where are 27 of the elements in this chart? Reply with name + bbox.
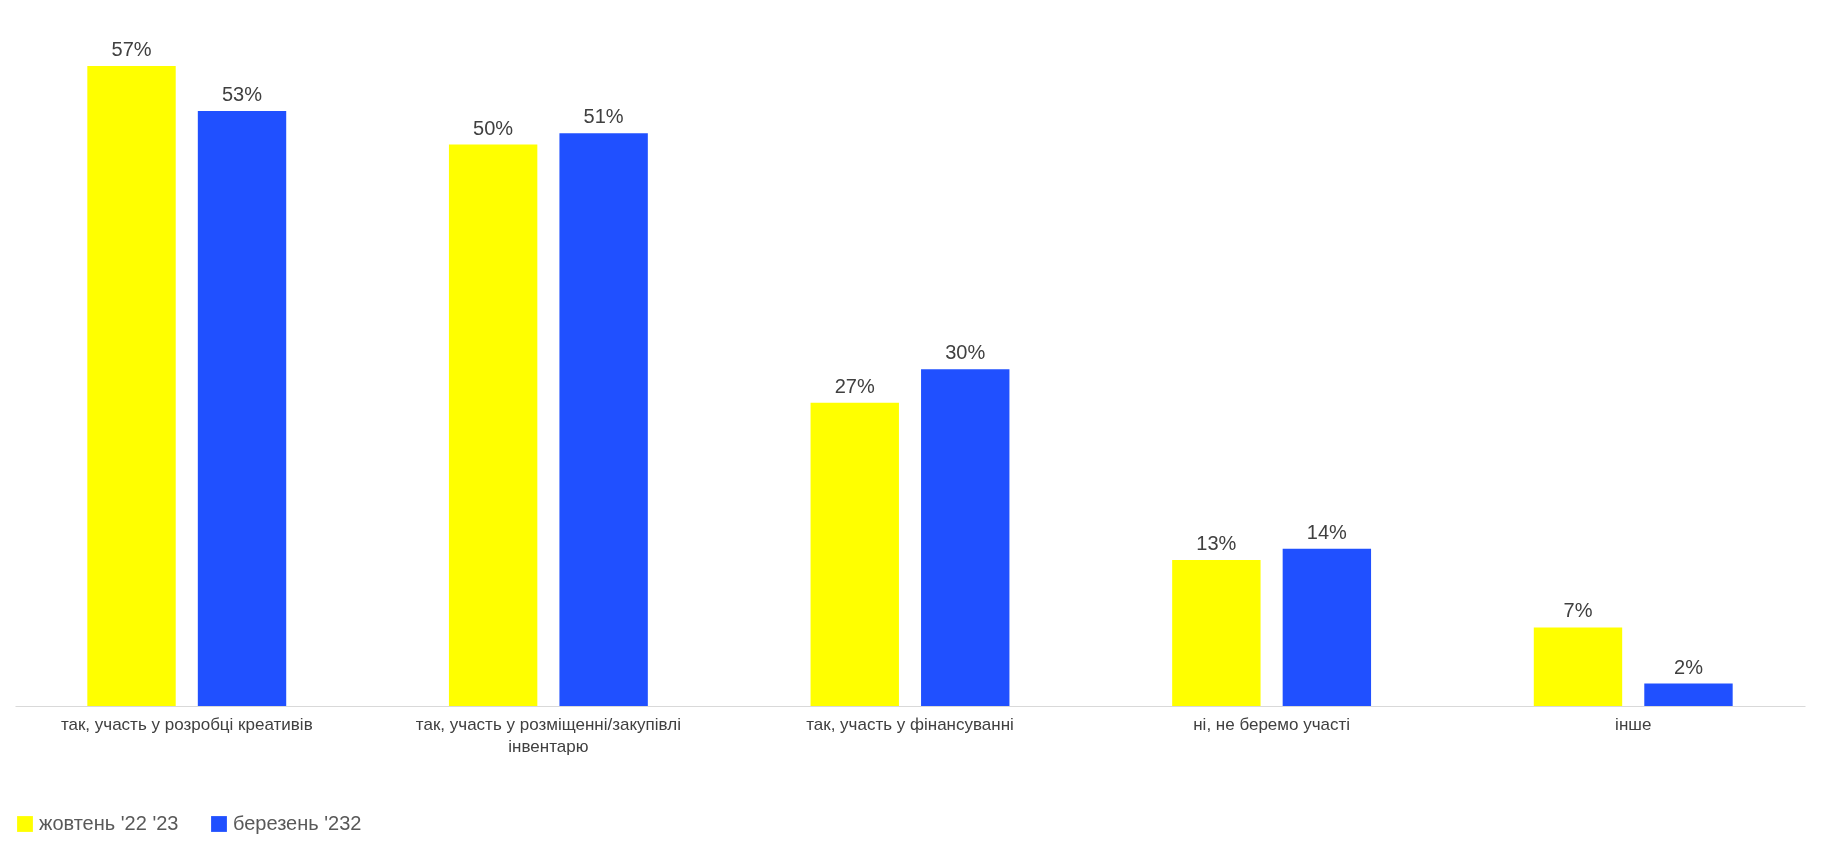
bar — [1533, 627, 1623, 706]
x-tick-label: так, участь у розробці креативів — [60, 714, 313, 734]
data-label: 14% — [1306, 520, 1348, 543]
bar — [810, 402, 899, 706]
legend-label: березень '232 — [233, 812, 362, 834]
bar — [559, 133, 648, 706]
bar — [197, 110, 287, 706]
bar — [1644, 683, 1733, 706]
data-label: 57% — [111, 38, 152, 60]
legend-label: жовтень '22 '23 — [39, 812, 179, 834]
data-label: 51% — [583, 105, 624, 128]
bar — [87, 66, 176, 706]
bar — [921, 369, 1010, 706]
bar — [448, 144, 538, 706]
x-tick-label: так, участь у фінансуванні — [806, 714, 1014, 734]
data-label: 53% — [222, 82, 263, 105]
x-tick-label: ні, не беремо участі — [1193, 714, 1351, 734]
data-label: 2% — [1674, 655, 1704, 678]
data-label: 30% — [945, 341, 986, 364]
bar — [1282, 548, 1372, 706]
data-label: 13% — [1196, 532, 1237, 555]
data-label: 50% — [473, 116, 514, 139]
x-tick-label: інше — [1615, 714, 1652, 734]
data-label: 27% — [834, 374, 875, 397]
bar — [1172, 560, 1261, 706]
x-tick-label: так, участь у розміщенні/закупівлі інвентарю — [415, 714, 681, 756]
data-label: 7% — [1563, 599, 1593, 622]
